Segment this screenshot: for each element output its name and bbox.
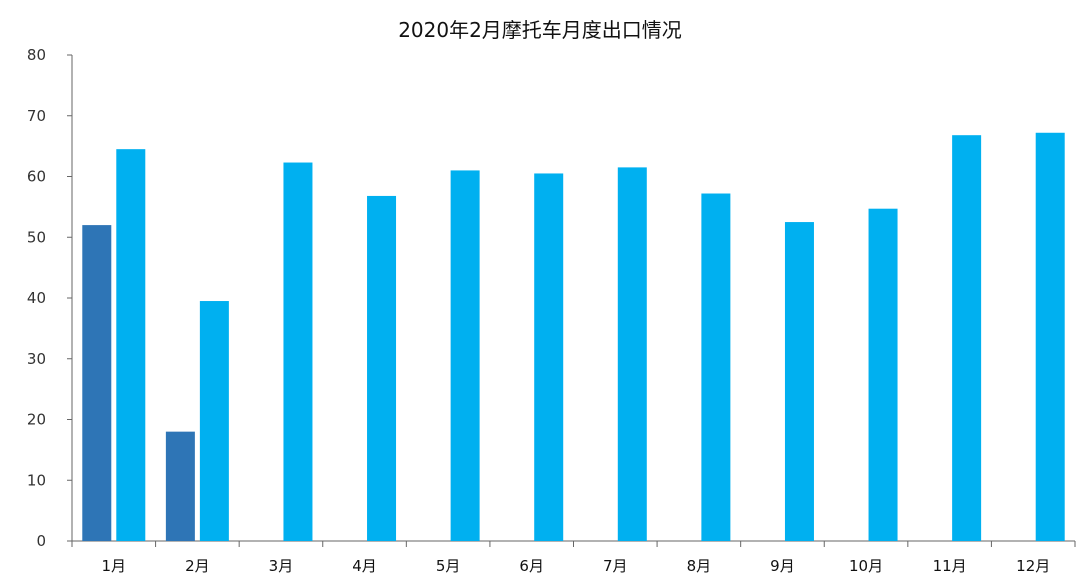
- y-tick-label: 20: [27, 411, 46, 429]
- bar-series-2: [617, 167, 647, 541]
- x-category-label: 10月: [849, 557, 883, 575]
- x-category-label: 2月: [185, 557, 210, 575]
- x-category-label: 7月: [603, 557, 628, 575]
- x-category-label: 1月: [102, 557, 127, 575]
- y-axis-ticks: 0 10 20 30 40 50 60 70 80: [27, 46, 72, 550]
- y-tick-label: 0: [36, 532, 46, 550]
- x-category-label: 9月: [770, 557, 795, 575]
- bar-series-2: [367, 195, 397, 541]
- bar-series-2: [450, 170, 480, 542]
- bar-series-1: [165, 431, 195, 541]
- y-tick-label: 60: [27, 168, 46, 186]
- x-category-label: 3月: [269, 557, 294, 575]
- x-category-label: 5月: [436, 557, 461, 575]
- bar-series-2: [199, 301, 229, 541]
- bar-series-2: [868, 208, 898, 541]
- y-tick-label: 40: [27, 289, 46, 307]
- bar-series-2: [952, 135, 982, 541]
- x-category-label: 6月: [519, 557, 544, 575]
- bar-series-2: [283, 162, 313, 541]
- x-category-label: 4月: [352, 557, 377, 575]
- x-category-label: 11月: [933, 557, 967, 575]
- y-tick-label: 50: [27, 228, 46, 246]
- y-tick-label: 80: [27, 46, 46, 64]
- bars-group: [82, 132, 1065, 542]
- y-tick-label: 30: [27, 350, 46, 368]
- bar-series-2: [1035, 132, 1065, 541]
- x-category-label: 12月: [1016, 557, 1050, 575]
- x-category-label: 8月: [687, 557, 712, 575]
- chart-title: 2020年2月摩托车月度出口情况: [398, 18, 682, 42]
- bar-series-2: [534, 173, 564, 541]
- bar-series-2: [784, 222, 814, 541]
- bar-series-2: [116, 149, 146, 541]
- bar-series-2: [701, 193, 731, 541]
- y-tick-label: 70: [27, 107, 46, 125]
- bar-series-1: [82, 225, 112, 541]
- x-axis-ticks: 1月 2月 3月 4月 5月 6月 7月 8月 9月 10月 11月 12月: [71, 541, 1076, 575]
- y-tick-label: 10: [27, 471, 46, 489]
